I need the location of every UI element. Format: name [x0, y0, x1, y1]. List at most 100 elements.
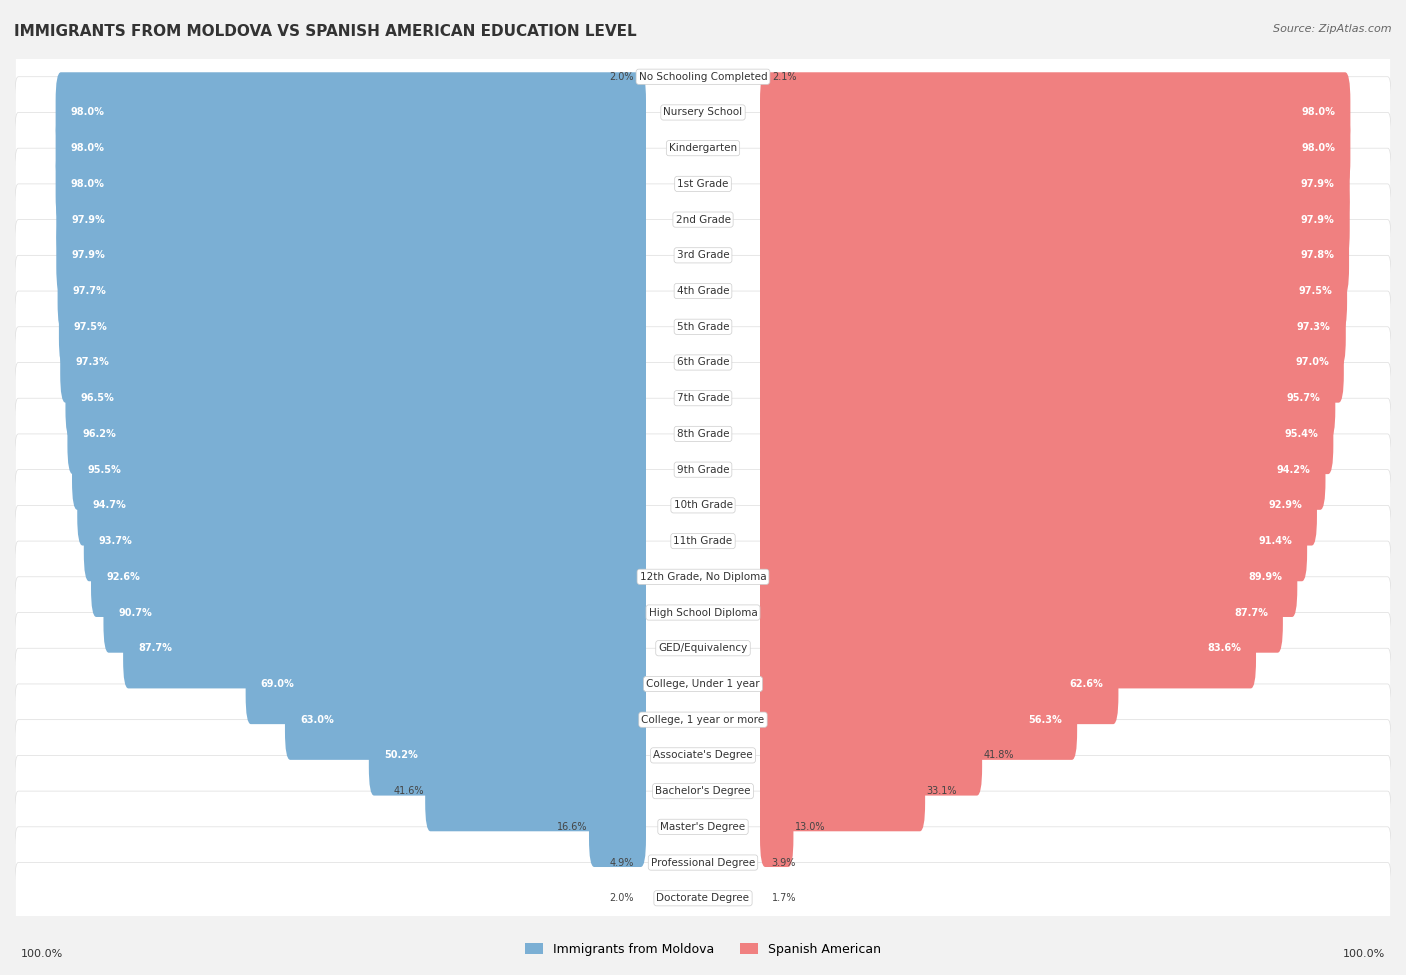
Text: 87.7%: 87.7% [1234, 607, 1268, 617]
Text: IMMIGRANTS FROM MOLDOVA VS SPANISH AMERICAN EDUCATION LEVEL: IMMIGRANTS FROM MOLDOVA VS SPANISH AMERI… [14, 24, 637, 39]
FancyBboxPatch shape [56, 215, 645, 295]
Text: No Schooling Completed: No Schooling Completed [638, 72, 768, 82]
FancyBboxPatch shape [15, 541, 1391, 612]
Text: 97.5%: 97.5% [1298, 286, 1331, 296]
FancyBboxPatch shape [60, 323, 645, 403]
FancyBboxPatch shape [368, 716, 645, 796]
FancyBboxPatch shape [104, 572, 645, 652]
FancyBboxPatch shape [56, 143, 645, 224]
Text: 97.9%: 97.9% [1301, 214, 1334, 224]
Text: 97.9%: 97.9% [72, 214, 105, 224]
FancyBboxPatch shape [761, 787, 793, 867]
FancyBboxPatch shape [15, 470, 1391, 541]
FancyBboxPatch shape [761, 72, 1350, 153]
Text: 5th Grade: 5th Grade [676, 322, 730, 332]
FancyBboxPatch shape [285, 680, 645, 760]
Text: Professional Degree: Professional Degree [651, 858, 755, 868]
FancyBboxPatch shape [761, 536, 1298, 617]
FancyBboxPatch shape [72, 429, 645, 510]
Text: High School Diploma: High School Diploma [648, 607, 758, 617]
FancyBboxPatch shape [15, 434, 1391, 505]
FancyBboxPatch shape [15, 577, 1391, 648]
Text: 97.0%: 97.0% [1295, 358, 1329, 368]
FancyBboxPatch shape [15, 255, 1391, 327]
FancyBboxPatch shape [761, 179, 1350, 259]
FancyBboxPatch shape [425, 751, 645, 832]
FancyBboxPatch shape [59, 287, 645, 367]
FancyBboxPatch shape [56, 108, 645, 188]
Text: 1.7%: 1.7% [772, 893, 796, 903]
Text: 97.5%: 97.5% [75, 322, 108, 332]
FancyBboxPatch shape [761, 716, 983, 796]
Text: 50.2%: 50.2% [384, 751, 418, 760]
FancyBboxPatch shape [761, 465, 1317, 546]
Text: 98.0%: 98.0% [70, 143, 104, 153]
FancyBboxPatch shape [761, 108, 1350, 188]
Text: 97.8%: 97.8% [1301, 251, 1334, 260]
FancyBboxPatch shape [761, 680, 1077, 760]
Text: 96.5%: 96.5% [80, 393, 114, 404]
Text: 4.9%: 4.9% [610, 858, 634, 868]
Text: 4th Grade: 4th Grade [676, 286, 730, 296]
FancyBboxPatch shape [761, 608, 1256, 688]
Text: College, Under 1 year: College, Under 1 year [647, 679, 759, 689]
FancyBboxPatch shape [67, 394, 645, 474]
FancyBboxPatch shape [15, 863, 1391, 934]
Text: 69.0%: 69.0% [260, 679, 294, 689]
Text: 56.3%: 56.3% [1028, 715, 1062, 724]
Text: Kindergarten: Kindergarten [669, 143, 737, 153]
Text: 41.8%: 41.8% [983, 751, 1014, 760]
FancyBboxPatch shape [761, 215, 1350, 295]
FancyBboxPatch shape [15, 41, 1391, 112]
Text: 92.9%: 92.9% [1268, 500, 1302, 510]
Text: 98.0%: 98.0% [70, 178, 104, 189]
FancyBboxPatch shape [15, 112, 1391, 184]
Text: 33.1%: 33.1% [927, 786, 957, 797]
Text: 9th Grade: 9th Grade [676, 465, 730, 475]
Text: 97.3%: 97.3% [76, 358, 110, 368]
FancyBboxPatch shape [15, 148, 1391, 219]
Text: 10th Grade: 10th Grade [673, 500, 733, 510]
Text: 41.6%: 41.6% [394, 786, 423, 797]
Text: 16.6%: 16.6% [557, 822, 588, 832]
FancyBboxPatch shape [84, 501, 645, 581]
FancyBboxPatch shape [589, 787, 645, 867]
Text: 97.9%: 97.9% [1301, 178, 1334, 189]
Text: 7th Grade: 7th Grade [676, 393, 730, 404]
FancyBboxPatch shape [56, 179, 645, 259]
Text: 8th Grade: 8th Grade [676, 429, 730, 439]
FancyBboxPatch shape [15, 327, 1391, 398]
FancyBboxPatch shape [246, 644, 645, 724]
FancyBboxPatch shape [15, 827, 1391, 898]
FancyBboxPatch shape [761, 429, 1326, 510]
Text: GED/Equivalency: GED/Equivalency [658, 644, 748, 653]
Text: 97.9%: 97.9% [72, 251, 105, 260]
FancyBboxPatch shape [15, 398, 1391, 470]
FancyBboxPatch shape [77, 465, 645, 546]
FancyBboxPatch shape [15, 791, 1391, 863]
Text: 90.7%: 90.7% [118, 607, 152, 617]
FancyBboxPatch shape [761, 501, 1308, 581]
FancyBboxPatch shape [15, 505, 1391, 577]
FancyBboxPatch shape [15, 184, 1391, 255]
Text: Master's Degree: Master's Degree [661, 822, 745, 832]
Text: College, 1 year or more: College, 1 year or more [641, 715, 765, 724]
Text: 3.9%: 3.9% [772, 858, 796, 868]
Text: 2.0%: 2.0% [610, 72, 634, 82]
Text: Bachelor's Degree: Bachelor's Degree [655, 786, 751, 797]
Text: Doctorate Degree: Doctorate Degree [657, 893, 749, 903]
Text: 83.6%: 83.6% [1208, 644, 1241, 653]
Text: 12th Grade, No Diploma: 12th Grade, No Diploma [640, 571, 766, 582]
Text: 100.0%: 100.0% [21, 949, 63, 958]
Text: 98.0%: 98.0% [70, 107, 104, 117]
FancyBboxPatch shape [761, 394, 1333, 474]
Text: 1st Grade: 1st Grade [678, 178, 728, 189]
FancyBboxPatch shape [15, 648, 1391, 720]
FancyBboxPatch shape [66, 358, 645, 439]
Text: 3rd Grade: 3rd Grade [676, 251, 730, 260]
FancyBboxPatch shape [15, 363, 1391, 434]
FancyBboxPatch shape [761, 287, 1346, 367]
FancyBboxPatch shape [761, 751, 925, 832]
FancyBboxPatch shape [761, 572, 1282, 652]
FancyBboxPatch shape [15, 77, 1391, 148]
